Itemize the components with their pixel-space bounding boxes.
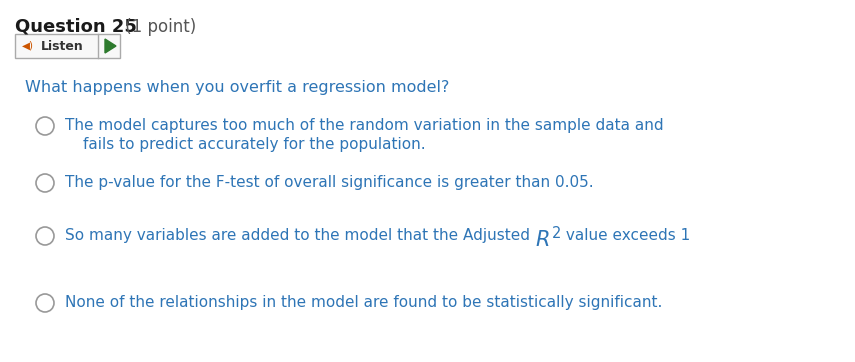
Text: The p-value for the F-test of overall significance is greater than 0.05.: The p-value for the F-test of overall si… (65, 175, 593, 190)
Text: $\mathit{R}^2$: $\mathit{R}^2$ (535, 226, 561, 251)
Text: Listen: Listen (41, 39, 84, 52)
Text: The model captures too much of the random variation in the sample data and: The model captures too much of the rando… (65, 118, 663, 133)
Polygon shape (105, 39, 116, 53)
Text: None of the relationships in the model are found to be statistically significant: None of the relationships in the model a… (65, 295, 663, 310)
Text: What happens when you overfit a regression model?: What happens when you overfit a regressi… (25, 80, 450, 95)
Text: ◀): ◀) (22, 41, 34, 51)
FancyBboxPatch shape (15, 34, 120, 58)
Text: fails to predict accurately for the population.: fails to predict accurately for the popu… (83, 137, 426, 152)
Text: So many variables are added to the model that the Adjusted: So many variables are added to the model… (65, 228, 535, 243)
Text: Question 25: Question 25 (15, 18, 137, 36)
Text: (1 point): (1 point) (120, 18, 197, 36)
Text: value exceeds 1: value exceeds 1 (561, 228, 690, 243)
